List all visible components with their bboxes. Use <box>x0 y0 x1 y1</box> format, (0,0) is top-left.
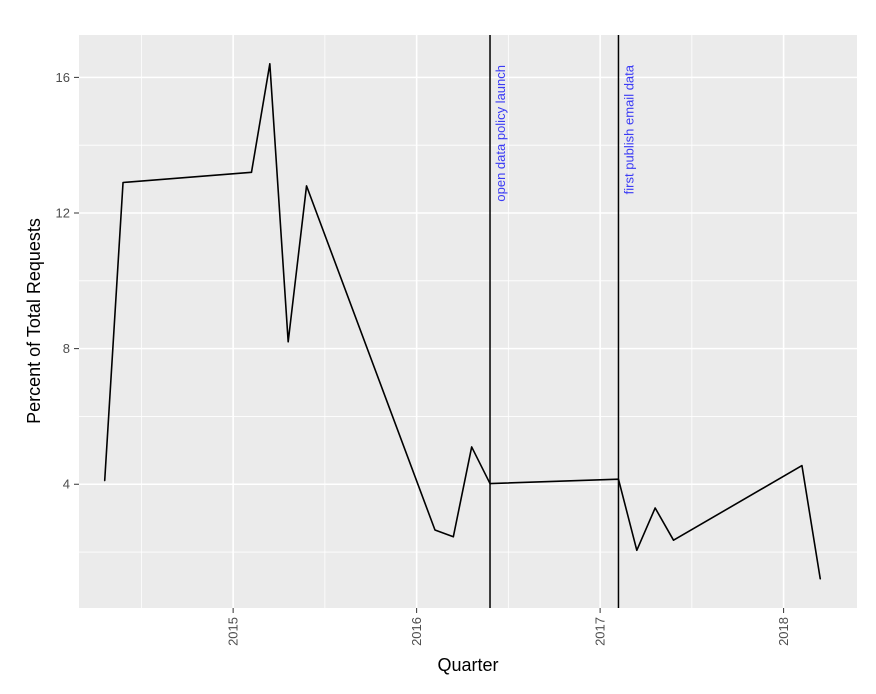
x-tick-label: 2015 <box>226 617 241 646</box>
x-axis-title: Quarter <box>437 655 498 675</box>
y-tick-label: 4 <box>63 477 70 492</box>
data-point <box>673 539 675 541</box>
event-label: first publish email data <box>621 64 636 194</box>
data-point <box>471 446 473 448</box>
data-point <box>250 171 252 173</box>
y-tick-label: 16 <box>56 70 70 85</box>
data-point <box>819 578 821 580</box>
event-annotations: open data policy launch first publish ema… <box>493 64 636 201</box>
y-tick-label: 8 <box>63 341 70 356</box>
major-gridlines <box>79 35 857 608</box>
y-tick-label: 12 <box>56 206 70 221</box>
data-point <box>654 507 656 509</box>
data-point <box>104 480 106 482</box>
series-line <box>103 63 822 580</box>
y-axis-title: Percent of Total Requests <box>24 218 44 424</box>
data-point <box>801 465 803 467</box>
y-axis-ticks: 4 8 12 16 <box>56 70 79 492</box>
data-point <box>452 536 454 538</box>
x-tick-label: 2018 <box>776 617 791 646</box>
series-group <box>103 63 822 580</box>
data-point <box>434 529 436 531</box>
data-point <box>489 483 491 485</box>
x-tick-label: 2017 <box>593 617 608 646</box>
data-point <box>122 181 124 183</box>
data-point <box>269 63 271 65</box>
event-label: open data policy launch <box>493 65 508 202</box>
event-lines <box>489 35 620 608</box>
data-point <box>617 478 619 480</box>
data-point <box>636 549 638 551</box>
x-axis-ticks: 2015 2016 2017 2018 <box>226 608 791 646</box>
plot-panel <box>79 35 857 608</box>
minor-gridlines <box>79 35 857 608</box>
x-tick-label: 2016 <box>409 617 424 646</box>
data-point <box>287 341 289 343</box>
data-point <box>306 185 308 187</box>
